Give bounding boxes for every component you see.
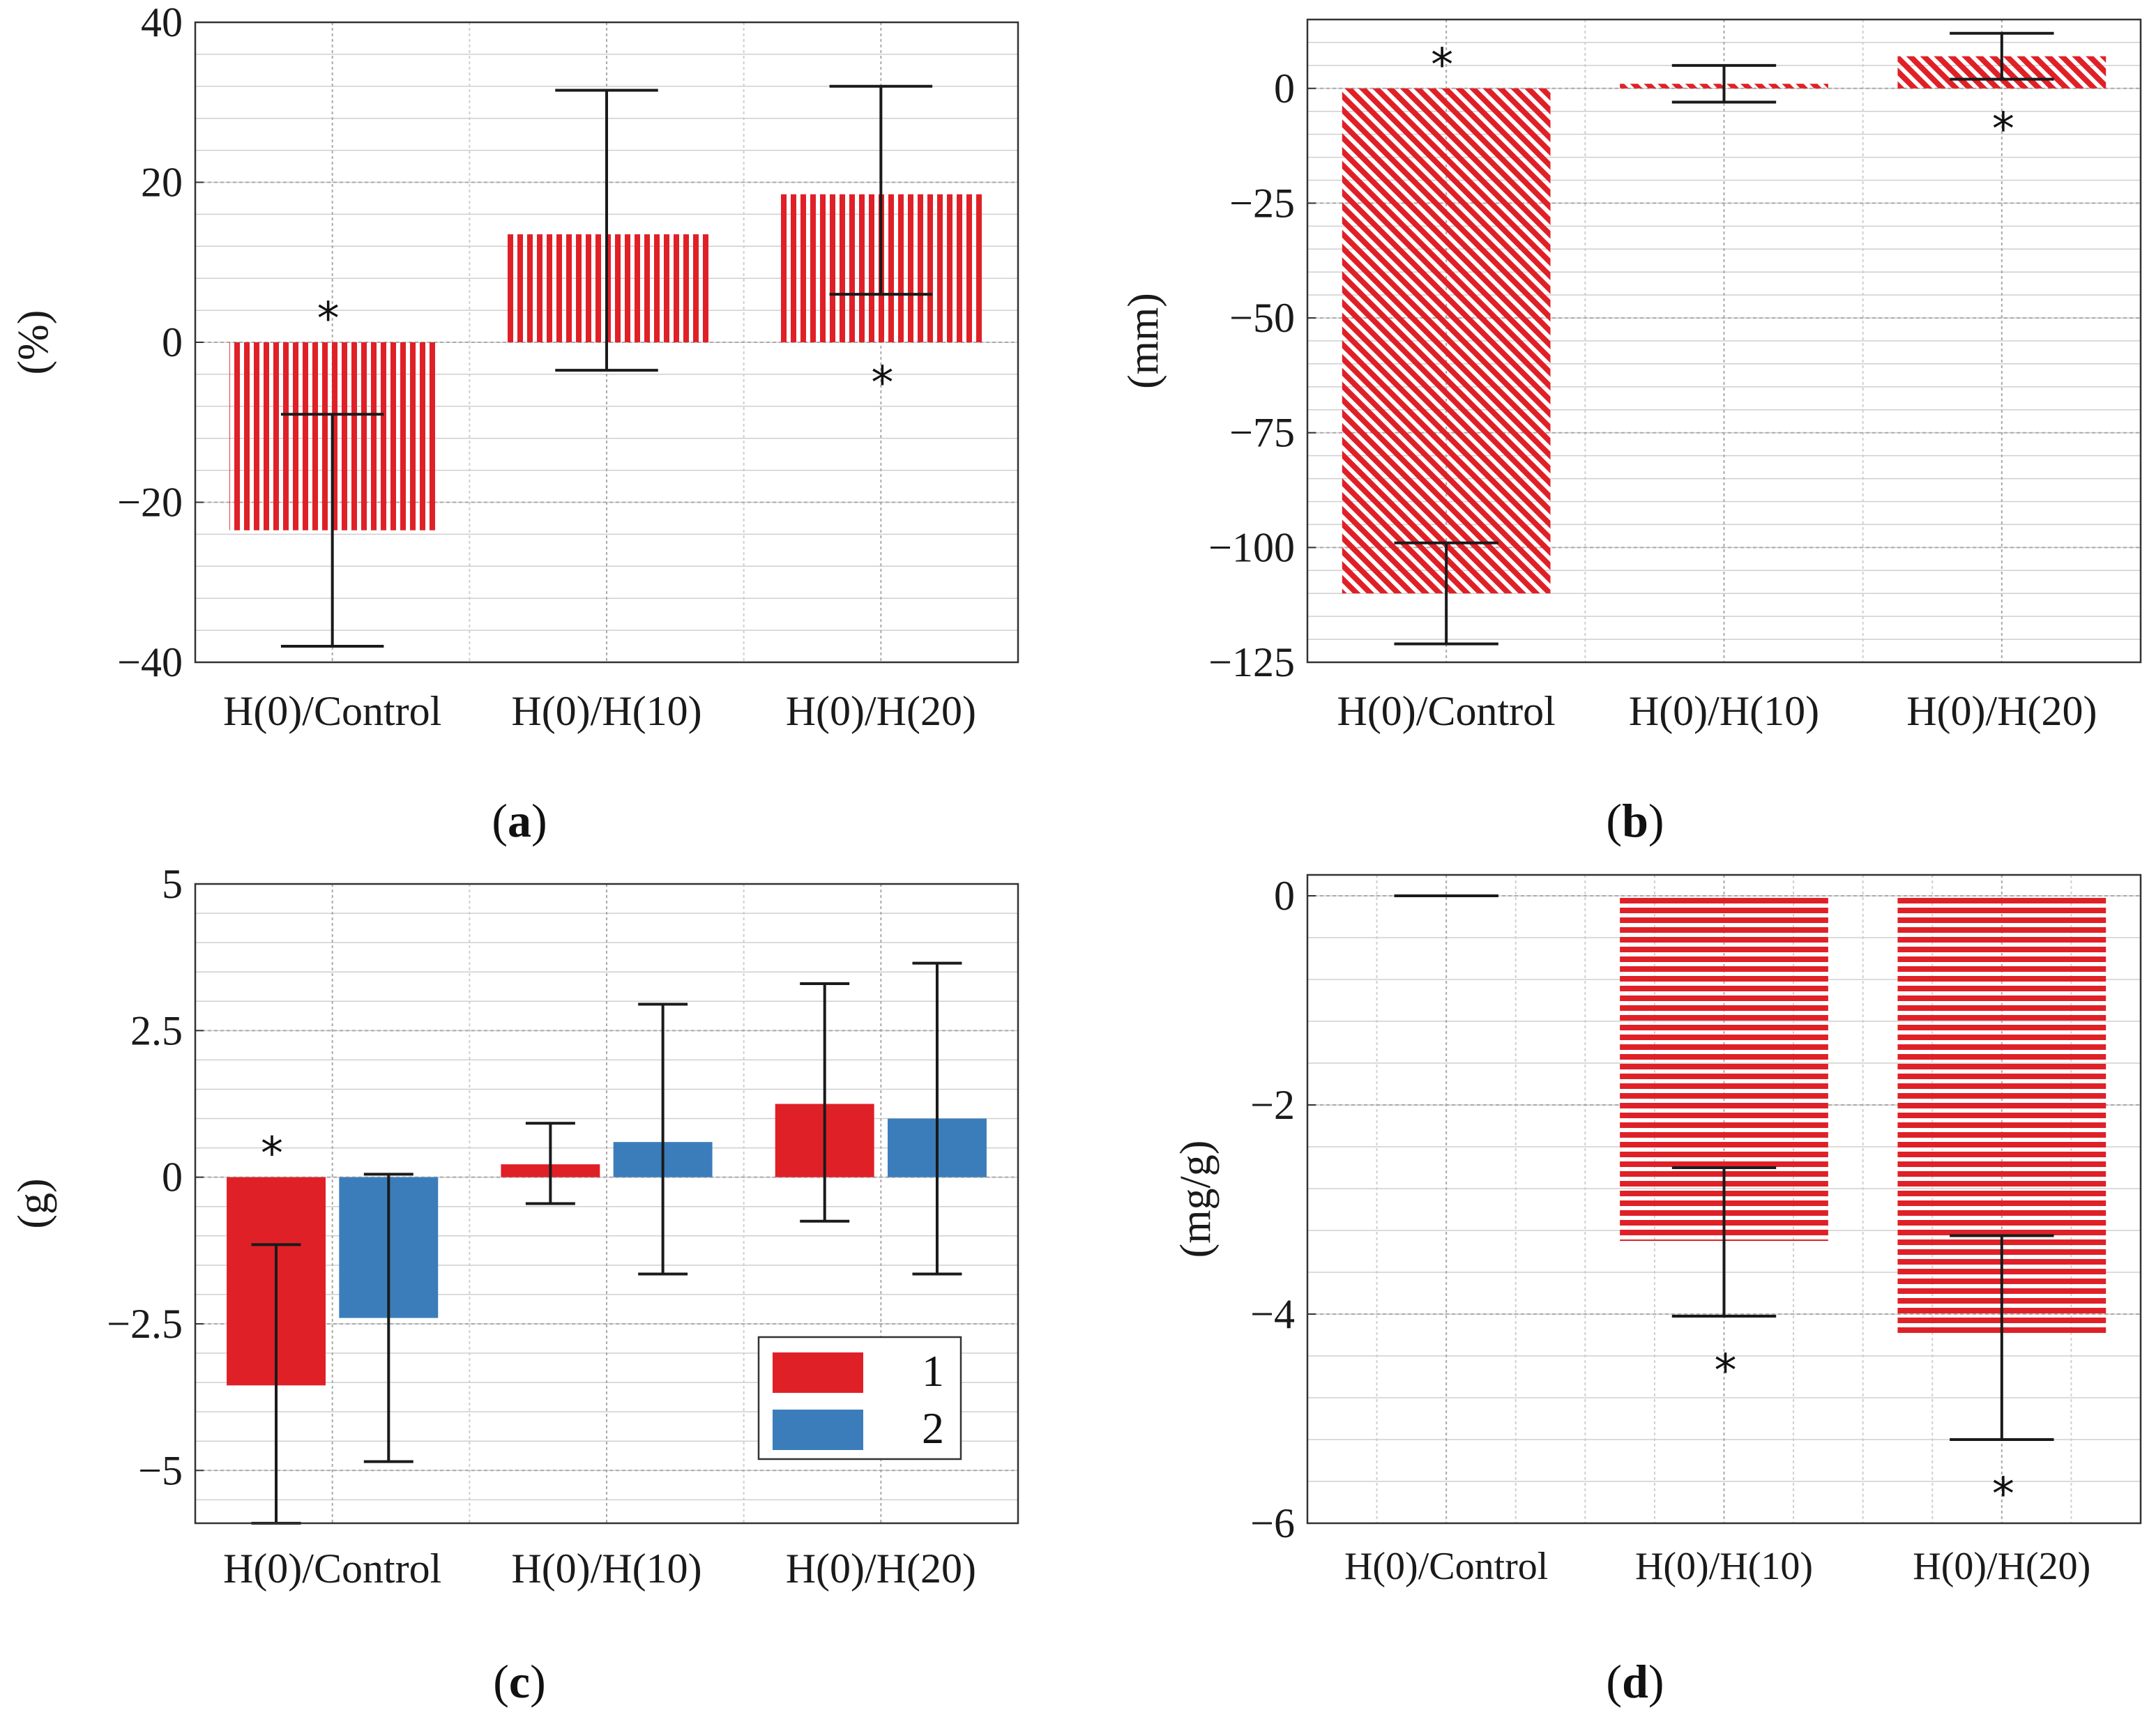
panel-c-significance-markers: * <box>261 1129 283 1180</box>
panel-a-significance-star: * <box>317 293 340 345</box>
panel-c-error-bar-2-0 <box>363 1173 413 1463</box>
panel-c-y-tick-label: −2.5 <box>107 1301 183 1347</box>
panel-d-significance-star: * <box>1715 1345 1737 1397</box>
panel-b-error-bars <box>1394 31 2054 646</box>
panel-a-y-tick-label: −20 <box>117 480 183 526</box>
panel-c-y-tick-label: 2.5 <box>130 1007 183 1053</box>
panel-d-x-tick-label: H(0)/H(20) <box>1913 1545 2090 1588</box>
panel-c-x-tick-label: H(0)/H(20) <box>786 1546 976 1592</box>
panel-d-y-tick-label: −4 <box>1250 1291 1295 1337</box>
panel-b-y-tick-label: −125 <box>1208 639 1295 685</box>
panel-c-frame <box>194 883 1019 1525</box>
panel-a-x-axis: H(0)/Control H(0)/H(10) H(0)/H(20) <box>223 688 976 734</box>
panel-c-vertical-grid <box>331 884 882 1523</box>
panel-c-y-tick-label: 5 <box>162 861 183 907</box>
panel-a-error-bar-mean-2 <box>829 84 933 296</box>
panel-d-frame <box>1306 874 2142 1525</box>
panel-b-caption: (b) <box>1606 794 1664 847</box>
panel-d-error-bars <box>1394 894 2054 1441</box>
panel-d-y-tick-label: −6 <box>1250 1500 1295 1546</box>
panel-d-bars <box>1620 896 2106 1335</box>
panel-b-x-tick-label: H(0)/H(20) <box>1906 688 2097 734</box>
panel-a-caption: (a) <box>492 794 547 847</box>
panel-c-legend-label-1: 1 <box>922 1346 944 1396</box>
panel-b-significance-star: * <box>1992 104 2014 155</box>
panel-d-y-axis-label: (mg/g) <box>1172 1141 1220 1258</box>
panel-c-chart: * −5 −2.5 0 2.5 5 H(0)/Control H(0)/H(10) H(0)/H… <box>10 861 1019 1592</box>
panel-b-y-tick-label: −50 <box>1229 295 1295 341</box>
panel-b-bar-mean-0 <box>1342 88 1551 594</box>
panel-c-significance-star: * <box>261 1129 283 1180</box>
panel-c-legend-swatch-2 <box>773 1410 863 1450</box>
panel-c-error-bar-1-2 <box>800 982 850 1223</box>
panel-d-error-bar-mean-2 <box>1950 1234 2054 1441</box>
panel-d-significance-star: * <box>1992 1469 2014 1520</box>
panel-b-y-axis-label: (mm) <box>1120 293 1167 389</box>
panel-b-significance-star: * <box>1431 40 1453 91</box>
panel-a-error-bar-mean-0 <box>280 413 384 648</box>
panel-c-error-bars <box>251 961 962 1525</box>
panel-c-y-tick-label: −5 <box>138 1447 183 1493</box>
panel-b-y-tick-label: −75 <box>1229 410 1295 456</box>
panel-c-legend-label-2: 2 <box>922 1403 944 1453</box>
panel-a-error-bars <box>280 84 933 648</box>
panel-a-y-axis: −40 −20 0 20 40 <box>117 0 204 685</box>
panel-b-error-bar-mean-2 <box>1950 31 2054 81</box>
panel-c-error-bar-2-2 <box>912 961 962 1276</box>
panel-b-x-tick-label: H(0)/Control <box>1337 688 1556 734</box>
panel-a-significance-markers: ** <box>317 293 894 409</box>
panel-a-x-tick-label: H(0)/H(10) <box>511 688 701 734</box>
panel-b-error-bar-mean-1 <box>1671 63 1777 104</box>
panel-b-y-tick-label: 0 <box>1274 66 1295 112</box>
panel-d-significance-markers: ** <box>1715 1345 2014 1520</box>
panel-a-y-axis-label: (%) <box>10 310 57 375</box>
panel-b-bars <box>1342 56 2106 594</box>
panel-d-x-tick-label: H(0)/Control <box>1344 1545 1548 1588</box>
panel-a-y-tick-label: −40 <box>117 639 183 685</box>
panel-c-error-bar-2-1 <box>638 1002 688 1276</box>
panel-d-chart: **−6−4−20H(0)/Control H(0)/H(10) H(0)/H(20… <box>1172 873 2142 1588</box>
panel-b-frame <box>1306 18 2142 664</box>
panel-b-y-tick-label: −25 <box>1229 180 1295 226</box>
panel-b-y-axis: −125 −100 −75 −50 −25 0 <box>1208 66 1316 685</box>
panel-d-y-axis: −6 −4 −2 0 <box>1250 873 1316 1546</box>
panel-b-y-tick-label: −100 <box>1208 524 1295 570</box>
panel-d-error-bar-mean-1 <box>1671 1166 1777 1318</box>
panel-d-x-tick-label: H(0)/H(10) <box>1635 1545 1813 1588</box>
panel-c-y-axis: −5 −2.5 0 2.5 5 <box>107 861 204 1493</box>
panel-c-legend: 12 <box>757 1336 962 1460</box>
panel-c-error-bar-1-1 <box>525 1122 575 1205</box>
panel-c-legend-swatch-1 <box>773 1352 863 1393</box>
panel-c-x-axis: H(0)/Control H(0)/H(10) H(0)/H(20) <box>223 1546 976 1592</box>
panel-d-y-tick-label: −2 <box>1250 1082 1295 1128</box>
panel-a-error-bar-mean-1 <box>555 89 658 372</box>
panel-a-y-tick-label: 20 <box>141 160 183 206</box>
panel-c-x-tick-label: H(0)/Control <box>223 1546 441 1592</box>
panel-a-significance-star: * <box>871 358 893 409</box>
panel-a-y-tick-label: 40 <box>141 0 183 45</box>
panel-a-x-tick-label: H(0)/H(20) <box>786 688 976 734</box>
panel-c-y-axis-label: (g) <box>10 1178 57 1228</box>
panel-b-x-tick-label: H(0)/H(10) <box>1629 688 1819 734</box>
panel-b-error-bar-mean-0 <box>1394 541 1498 646</box>
panel-a-y-tick-label: 0 <box>162 319 183 365</box>
panel-d-y-tick-label: 0 <box>1274 873 1295 919</box>
panel-a-x-tick-label: H(0)/Control <box>223 688 441 734</box>
panel-c-caption: (c) <box>493 1655 546 1708</box>
panel-b-x-axis: H(0)/Control H(0)/H(10) H(0)/H(20) <box>1337 688 2097 734</box>
panel-b-significance-markers: ** <box>1431 40 2014 155</box>
panel-c-x-tick-label: H(0)/H(10) <box>511 1546 701 1592</box>
panel-d-caption: (d) <box>1606 1655 1664 1708</box>
panel-c-y-tick-label: 0 <box>162 1154 183 1200</box>
panel-d-x-axis: H(0)/Control H(0)/H(10) H(0)/H(20) <box>1344 1545 2090 1588</box>
